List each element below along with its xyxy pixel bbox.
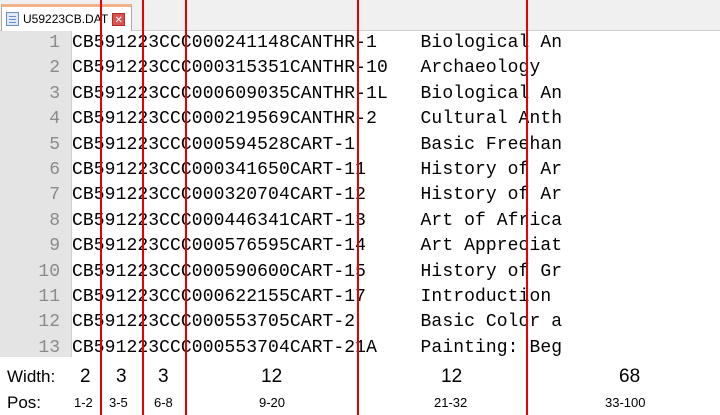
line-text[interactable]: CB591223CCC000576595CART-14 Art Apprecia… <box>72 236 563 257</box>
width-value: 68 <box>619 366 641 387</box>
line-text[interactable]: CB591223CCC000594528CART-1 Basic Freehan <box>72 134 563 155</box>
pos-row-label: Pos: <box>7 393 42 412</box>
pos-value: 21-32 <box>434 395 468 410</box>
line-number: 13 <box>38 337 60 357</box>
column-divider <box>357 0 359 415</box>
column-divider <box>142 0 144 415</box>
column-divider <box>185 0 187 415</box>
document-icon <box>6 12 19 26</box>
line-number: 8 <box>49 210 60 231</box>
line-number: 9 <box>49 236 60 257</box>
line-number: 5 <box>49 134 60 155</box>
editor-line[interactable]: 8 CB591223CCC000446341CART-13 Art of Afri… <box>0 209 720 234</box>
width-value: 2 <box>80 366 91 387</box>
line-text[interactable]: CB591223CCC000219569CANTHR-2 Cultural An… <box>72 109 563 130</box>
editor-line[interactable]: 7 CB591223CCC000320704CART-12 History of … <box>0 183 720 208</box>
line-text[interactable]: CB591223CCC000590600CART-15 History of G… <box>72 261 563 282</box>
width-row-label: Width: <box>7 367 56 386</box>
tab-bar: U59223CB.DAT ✕ <box>0 0 720 31</box>
width-value: 12 <box>441 366 463 387</box>
line-number: 4 <box>49 109 60 130</box>
file-tab[interactable]: U59223CB.DAT ✕ <box>1 4 133 31</box>
column-divider <box>100 0 102 415</box>
line-text[interactable]: CB591223CCC000446341CART-13 Art of Afric… <box>72 210 563 231</box>
pos-value: 3-5 <box>109 395 128 410</box>
line-text[interactable]: CB591223CCC000553705CART-2 Basic Color a <box>72 312 563 333</box>
line-number: 6 <box>49 160 60 180</box>
editor-line[interactable]: 4 CB591223CCC000219569CANTHR-2 Cultural A… <box>0 107 720 132</box>
pos-value: 9-20 <box>259 395 286 410</box>
pos-value: 33-100 <box>605 395 646 410</box>
line-number: 3 <box>49 83 60 104</box>
width-value: 3 <box>116 366 127 387</box>
line-text[interactable]: CB591223CCC000622155CART-17 Introduction <box>72 287 552 307</box>
tab-label: U59223CB.DAT <box>23 12 109 26</box>
editor-line[interactable]: 1 CB591223CCC000241148CANTHR-1 Biological… <box>0 31 720 56</box>
line-number: 7 <box>49 185 60 206</box>
editor-line[interactable]: 11 CB591223CCC000622155CART-17 Introducti… <box>0 285 720 310</box>
line-text[interactable]: CB591223CCC000320704CART-12 History of A… <box>72 185 563 206</box>
line-number-gutter <box>0 31 72 357</box>
column-divider <box>526 0 528 415</box>
line-text[interactable]: CB591223CCC000315351CANTHR-10 Archaeolog… <box>72 58 541 79</box>
line-number: 12 <box>38 312 60 333</box>
close-icon[interactable]: ✕ <box>112 12 126 26</box>
line-text[interactable]: CB591223CCC000241148CANTHR-1 Biological … <box>72 33 563 53</box>
width-value: 12 <box>261 366 283 387</box>
line-number: 11 <box>38 287 60 307</box>
editor-line[interactable]: 9 CB591223CCC000576595CART-14 Art Appreci… <box>0 234 720 259</box>
line-number: 2 <box>49 58 60 79</box>
line-text[interactable]: CB591223CCC000609035CANTHR-1L Biological… <box>72 83 563 104</box>
pos-value: 1-2 <box>74 395 93 410</box>
editor-line[interactable]: 2 CB591223CCC000315351CANTHR-10 Archaeolo… <box>0 56 720 81</box>
editor-line[interactable]: 6 CB591223CCC000341650CART-11 History of … <box>0 158 720 183</box>
editor-line[interactable]: 12 CB591223CCC000553705CART-2 Basic Color… <box>0 310 720 335</box>
line-number: 1 <box>49 33 60 53</box>
editor-line[interactable]: 13 CB591223CCC000553704CART-21A Painting:… <box>0 336 720 357</box>
column-legend: Width: Pos: 2 3 3 12 12 68 1-2 3-5 6-8 9… <box>0 357 720 415</box>
line-text[interactable]: CB591223CCC000341650CART-11 History of A… <box>72 160 563 180</box>
editor-line[interactable]: 10 CB591223CCC000590600CART-15 History of… <box>0 260 720 285</box>
line-text[interactable]: CB591223CCC000553704CART-21A Painting: B… <box>72 337 563 357</box>
pos-value: 6-8 <box>154 395 173 410</box>
editor-line[interactable]: 5 CB591223CCC000594528CART-1 Basic Freeha… <box>0 133 720 158</box>
editor-pane[interactable]: 1 CB591223CCC000241148CANTHR-1 Biological… <box>0 31 720 357</box>
line-number: 10 <box>38 261 60 282</box>
editor-line[interactable]: 3 CB591223CCC000609035CANTHR-1L Biologica… <box>0 82 720 107</box>
width-value: 3 <box>158 366 169 387</box>
